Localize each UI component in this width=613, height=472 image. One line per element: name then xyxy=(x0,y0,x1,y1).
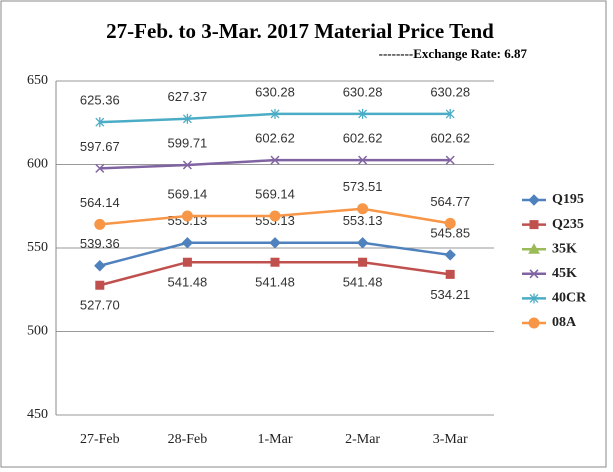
data-label: 541.48 xyxy=(343,275,383,290)
marker xyxy=(270,155,280,165)
marker xyxy=(95,280,105,290)
y-tick-label: 450 xyxy=(27,407,48,422)
marker xyxy=(529,220,539,230)
data-label: 630.28 xyxy=(255,84,295,99)
data-label: 539.36 xyxy=(80,236,120,251)
marker xyxy=(356,237,369,249)
data-label: 602.62 xyxy=(343,131,383,146)
marker xyxy=(445,269,455,279)
data-label: 569.14 xyxy=(255,186,295,201)
legend-label: Q195 xyxy=(552,192,584,207)
marker xyxy=(95,163,105,173)
legend-label: 08A xyxy=(552,315,577,330)
marker xyxy=(445,108,455,119)
marker xyxy=(182,160,192,170)
data-label: 541.48 xyxy=(255,275,295,290)
data-label: 545.85 xyxy=(430,225,470,240)
marker xyxy=(358,257,368,267)
chart-subtitle: --------Exchange Rate: 6.87 xyxy=(379,46,528,61)
marker xyxy=(528,194,540,206)
data-label: 602.62 xyxy=(255,131,295,146)
y-tick-label: 650 xyxy=(27,73,48,88)
data-label: 630.28 xyxy=(343,84,383,99)
marker xyxy=(269,210,281,222)
legend-label: 35K xyxy=(552,241,577,256)
marker xyxy=(358,108,368,119)
marker xyxy=(94,218,106,230)
marker xyxy=(94,260,106,272)
data-label: 627.37 xyxy=(168,89,208,104)
data-label: 527.70 xyxy=(80,298,120,313)
x-tick-label: 2-Mar xyxy=(345,432,380,447)
marker xyxy=(270,108,280,119)
data-label: 625.36 xyxy=(80,93,120,108)
marker xyxy=(528,243,540,254)
data-label: 630.28 xyxy=(430,84,470,99)
marker xyxy=(357,203,369,215)
data-label: 569.14 xyxy=(168,186,208,201)
x-tick-label: 28-Feb xyxy=(168,432,208,447)
marker xyxy=(182,257,192,267)
data-label: 599.71 xyxy=(168,135,208,150)
data-label: 564.14 xyxy=(80,195,120,210)
data-label: 602.62 xyxy=(430,131,470,146)
y-tick-label: 500 xyxy=(27,324,48,339)
y-tick-label: 550 xyxy=(27,240,48,255)
marker xyxy=(358,155,368,165)
chart-title: 27-Feb. to 3-Mar. 2017 Material Price Te… xyxy=(106,19,494,43)
data-label: 541.48 xyxy=(168,275,208,290)
marker xyxy=(270,257,280,267)
marker xyxy=(182,113,192,124)
x-tick-label: 27-Feb xyxy=(80,432,120,447)
data-label: 573.51 xyxy=(343,179,383,194)
marker xyxy=(529,269,539,279)
marker xyxy=(528,317,540,329)
legend-label: Q235 xyxy=(552,217,584,232)
data-label: 564.77 xyxy=(430,194,470,209)
data-label: 534.21 xyxy=(430,287,470,302)
marker xyxy=(529,293,539,304)
marker xyxy=(444,249,456,261)
marker xyxy=(444,217,456,229)
marker xyxy=(181,237,194,249)
legend-label: 45K xyxy=(552,266,577,281)
data-label: 553.13 xyxy=(343,213,383,228)
y-tick-label: 600 xyxy=(27,157,48,172)
marker xyxy=(269,237,281,249)
legend-label: 40CR xyxy=(552,291,587,306)
x-tick-label: 1-Mar xyxy=(258,432,293,447)
marker xyxy=(445,155,455,165)
marker xyxy=(181,210,193,222)
marker xyxy=(95,117,105,128)
data-label: 597.67 xyxy=(80,139,120,154)
x-tick-label: 3-Mar xyxy=(433,432,468,447)
